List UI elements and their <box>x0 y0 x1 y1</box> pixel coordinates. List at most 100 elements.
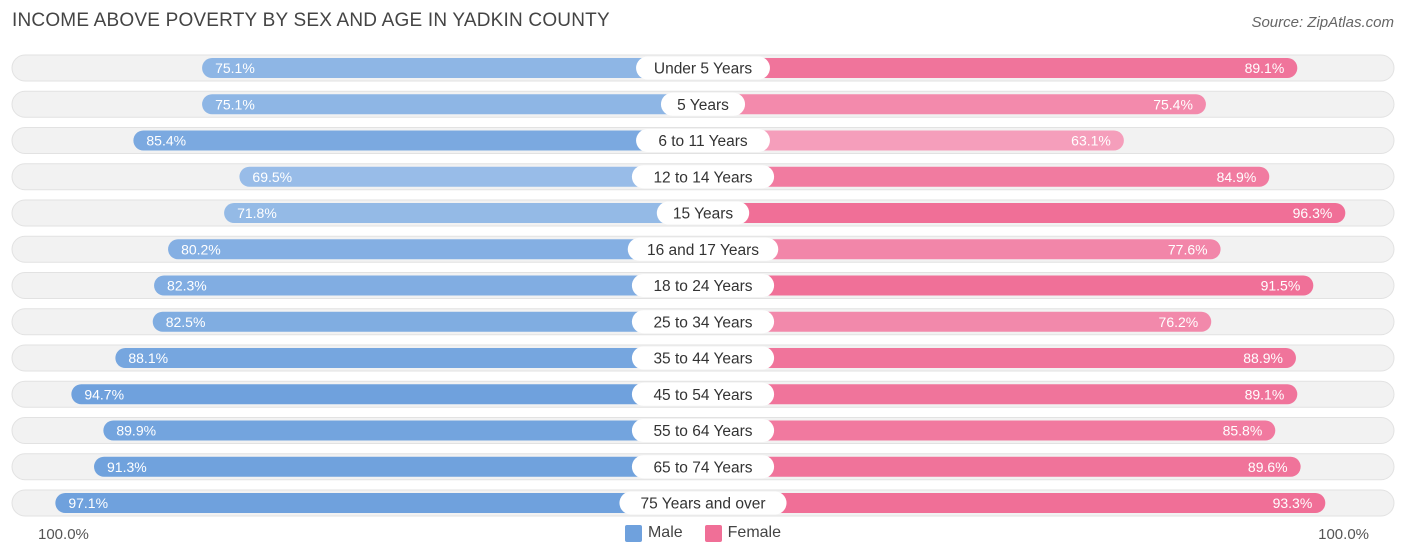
legend-item-female[interactable]: Female <box>704 524 782 542</box>
category-pill <box>631 419 775 442</box>
category-label: 75 Years and over <box>641 496 766 513</box>
value-label-female: 89.6% <box>1248 459 1288 475</box>
value-label-male: 75.1% <box>215 96 255 112</box>
bar-male <box>152 311 704 332</box>
value-label-female: 63.1% <box>1071 133 1111 149</box>
bar-female <box>703 311 1212 332</box>
axis-right-label: 100.0% <box>1318 526 1369 543</box>
category-label: 45 to 54 Years <box>653 387 752 404</box>
source-label: Source: ZipAtlas.com <box>1251 14 1394 31</box>
value-label-female: 96.3% <box>1293 205 1333 221</box>
category-label: 16 and 17 Years <box>647 242 759 259</box>
chart-row: 69.5% 84.9% 12 to 14 Years <box>11 163 1395 191</box>
category-label: 35 to 44 Years <box>653 351 752 368</box>
category-pill <box>631 455 775 479</box>
value-label-male: 69.5% <box>252 169 292 185</box>
bar-female <box>703 275 1314 296</box>
category-pill <box>631 165 775 189</box>
legend-label-female: Female <box>727 524 782 541</box>
bar-male <box>224 203 703 223</box>
chart-row: 89.9% 85.8% 55 to 64 Years <box>11 417 1395 444</box>
category-label: 15 Years <box>673 206 734 223</box>
value-label-female: 89.1% <box>1245 60 1285 76</box>
legend-item-male[interactable]: Male <box>624 524 683 542</box>
category-label: 6 to 11 Years <box>658 133 748 150</box>
category-pill <box>627 237 779 261</box>
bar-female <box>703 94 1206 115</box>
axis-left-label: 100.0% <box>38 526 89 543</box>
category-label: 65 to 74 Years <box>653 459 752 476</box>
bar-female <box>703 239 1221 260</box>
value-label-male: 82.3% <box>167 278 207 294</box>
bar-male <box>71 384 703 405</box>
value-label-male: 94.7% <box>84 386 124 402</box>
bar-female <box>703 203 1346 223</box>
category-label: 5 Years <box>677 97 729 114</box>
category-label: Under 5 Years <box>654 61 752 78</box>
chart-row: 75.1% 75.4% 5 Years <box>11 90 1395 118</box>
category-pill <box>631 382 775 406</box>
chart-row: 94.7% 89.1% 45 to 54 Years <box>11 380 1395 408</box>
chart-row: 82.3% 91.5% 18 to 24 Years <box>11 272 1395 299</box>
legend-swatch-male <box>624 524 642 542</box>
category-pill <box>619 491 787 515</box>
bar-male <box>103 420 703 441</box>
value-label-female: 89.1% <box>1245 386 1285 402</box>
value-label-male: 91.3% <box>107 459 147 475</box>
value-label-female: 93.3% <box>1273 495 1313 511</box>
bar-male <box>202 58 703 78</box>
category-label: 55 to 64 Years <box>653 423 752 440</box>
category-pill <box>636 129 770 152</box>
value-label-male: 80.2% <box>181 241 221 257</box>
value-label-male: 85.4% <box>146 133 186 149</box>
chart-row: 97.1% 93.3% 75 Years and over <box>11 489 1395 517</box>
value-label-female: 91.5% <box>1261 278 1301 294</box>
category-pill <box>636 56 770 80</box>
bar-female <box>703 166 1270 187</box>
bar-male <box>94 456 704 477</box>
bar-male <box>133 130 703 151</box>
chart-row: 85.4% 63.1% 6 to 11 Years <box>11 127 1395 154</box>
chart-row: 88.1% 88.9% 35 to 44 Years <box>11 344 1395 372</box>
category-label: 12 to 14 Years <box>653 169 752 186</box>
value-label-male: 97.1% <box>68 495 108 511</box>
value-label-male: 89.9% <box>116 423 156 439</box>
category-pill <box>631 274 775 297</box>
chart-row: 80.2% 77.6% 16 and 17 Years <box>11 235 1395 263</box>
chart-row: 91.3% 89.6% 65 to 74 Years <box>11 453 1395 481</box>
bar-female <box>703 130 1124 151</box>
bar-male <box>115 348 704 368</box>
value-label-female: 76.2% <box>1159 314 1199 330</box>
bar-male <box>202 94 703 115</box>
legend-swatch-female <box>704 524 722 542</box>
category-label: 18 to 24 Years <box>653 278 752 295</box>
chart-title: INCOME ABOVE POVERTY BY SEX AND AGE IN Y… <box>12 10 610 31</box>
value-label-female: 85.8% <box>1223 423 1263 439</box>
value-label-male: 71.8% <box>237 205 277 221</box>
bar-male <box>239 166 703 187</box>
bar-female <box>703 348 1296 368</box>
chart-row: 71.8% 96.3% 15 Years <box>11 199 1395 227</box>
bar-female <box>703 456 1301 477</box>
chart-row: 75.1% 89.1% Under 5 Years <box>11 54 1395 82</box>
bar-female <box>703 420 1276 441</box>
chart-row: 82.5% 76.2% 25 to 34 Years <box>11 308 1395 336</box>
value-label-male: 82.5% <box>166 314 206 330</box>
category-pill <box>656 201 750 225</box>
bar-male <box>168 239 704 260</box>
value-label-female: 84.9% <box>1217 169 1257 185</box>
category-pill <box>631 346 775 370</box>
bar-female <box>703 58 1298 78</box>
bar-male <box>55 493 703 513</box>
legend-label-male: Male <box>647 524 683 541</box>
category-pill <box>631 310 775 334</box>
category-pill <box>660 92 746 116</box>
value-label-male: 75.1% <box>215 60 255 76</box>
category-label: 25 to 34 Years <box>653 314 752 331</box>
value-label-female: 88.9% <box>1243 350 1283 366</box>
value-label-female: 77.6% <box>1168 241 1208 257</box>
value-label-male: 88.1% <box>128 350 168 366</box>
bar-female <box>703 493 1326 513</box>
bar-male <box>154 275 703 296</box>
legend: Male Female <box>0 524 1406 542</box>
